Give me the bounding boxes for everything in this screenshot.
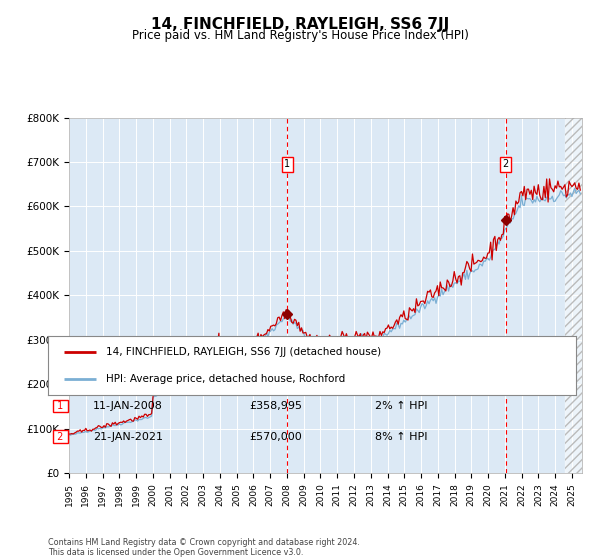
- Text: £570,000: £570,000: [249, 432, 302, 442]
- Text: 1: 1: [284, 159, 290, 169]
- Text: 14, FINCHFIELD, RAYLEIGH, SS6 7JJ: 14, FINCHFIELD, RAYLEIGH, SS6 7JJ: [151, 17, 449, 32]
- Text: 2: 2: [503, 159, 509, 169]
- Text: Price paid vs. HM Land Registry's House Price Index (HPI): Price paid vs. HM Land Registry's House …: [131, 29, 469, 42]
- Text: 1: 1: [54, 401, 67, 411]
- Text: Contains HM Land Registry data © Crown copyright and database right 2024.
This d: Contains HM Land Registry data © Crown c…: [48, 538, 360, 557]
- Text: 14, FINCHFIELD, RAYLEIGH, SS6 7JJ (detached house): 14, FINCHFIELD, RAYLEIGH, SS6 7JJ (detac…: [106, 347, 381, 357]
- Bar: [565, 118, 582, 473]
- Bar: [565, 118, 582, 473]
- Text: 11-JAN-2008: 11-JAN-2008: [93, 401, 163, 411]
- Text: HPI: Average price, detached house, Rochford: HPI: Average price, detached house, Roch…: [106, 374, 346, 384]
- Text: 8% ↑ HPI: 8% ↑ HPI: [375, 432, 427, 442]
- Text: 2% ↑ HPI: 2% ↑ HPI: [375, 401, 427, 411]
- Text: £358,995: £358,995: [249, 401, 302, 411]
- Text: 21-JAN-2021: 21-JAN-2021: [93, 432, 163, 442]
- Text: 2: 2: [54, 432, 67, 442]
